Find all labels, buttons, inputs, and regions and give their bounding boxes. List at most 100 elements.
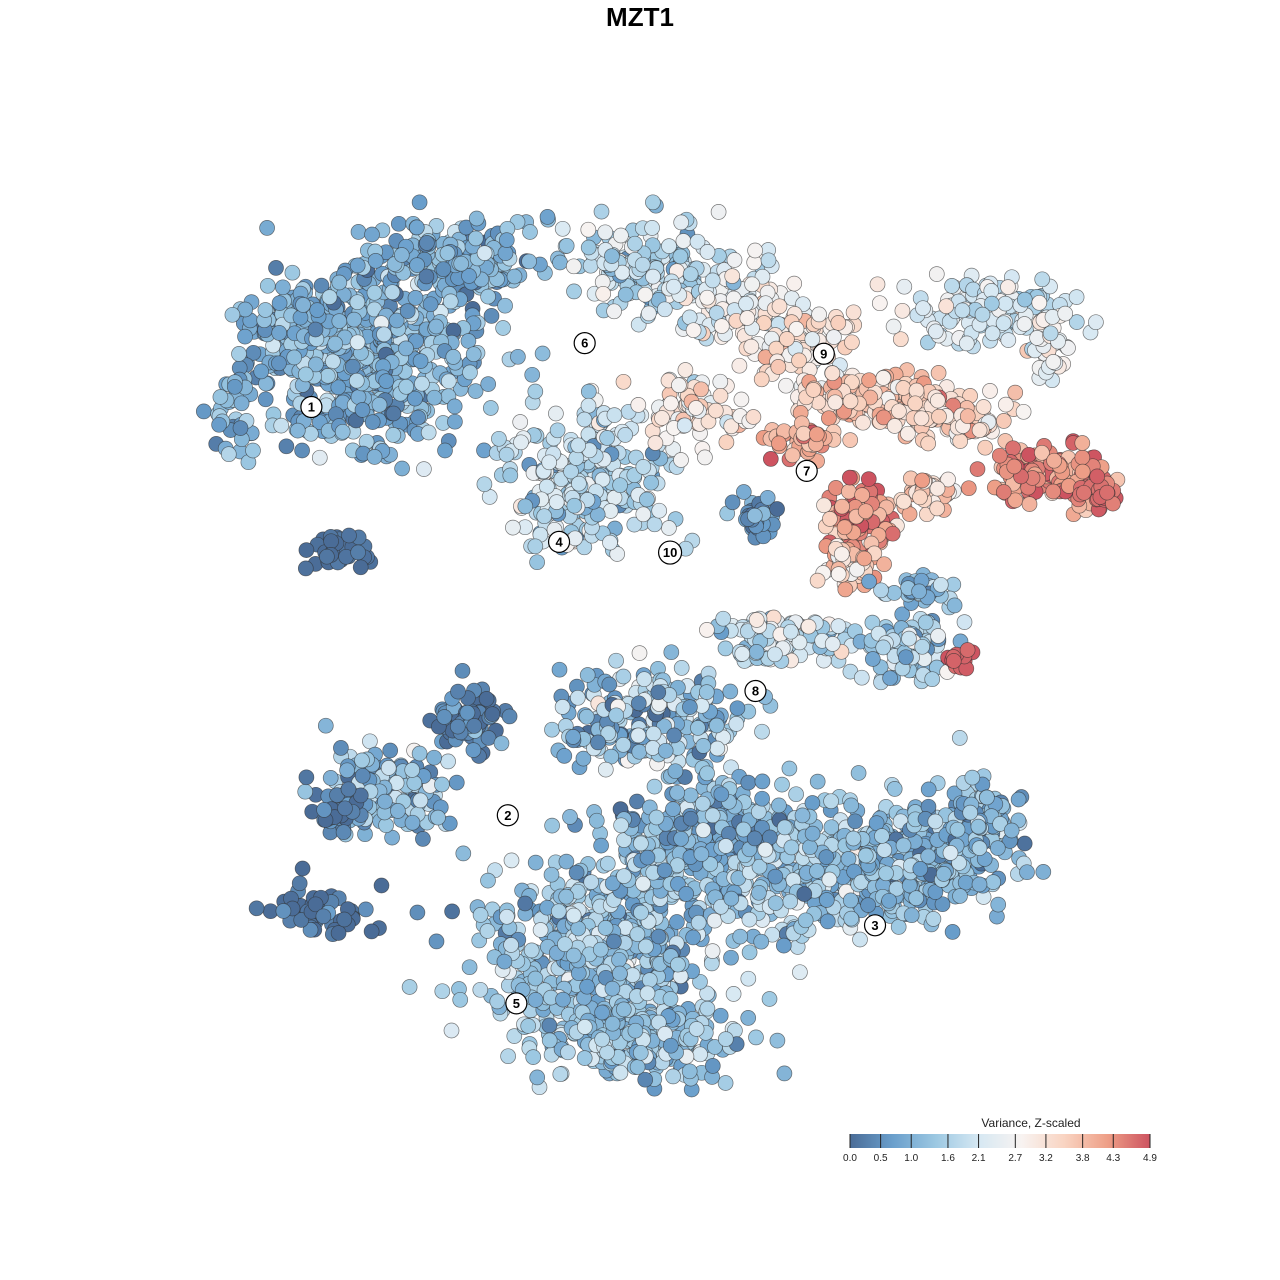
cell-point (875, 370, 892, 386)
cell-point (808, 426, 825, 443)
cell-point (631, 645, 648, 661)
cell-point (592, 941, 609, 958)
cell-point (499, 908, 515, 925)
cell-point (376, 326, 392, 343)
cell-point (420, 424, 437, 441)
cell-point (422, 296, 439, 313)
cell-point (529, 554, 545, 571)
cell-point (398, 378, 415, 395)
cell-point (885, 318, 902, 335)
cell-point (336, 911, 353, 928)
cell-point (920, 435, 937, 452)
cell-point (298, 542, 315, 558)
cell-point (443, 1022, 460, 1039)
cell-point (821, 410, 837, 427)
cell-point (245, 442, 261, 459)
cell-point (786, 275, 803, 292)
cell-point (704, 272, 721, 289)
cell-point (322, 770, 339, 786)
cell-point (613, 817, 629, 834)
cell-point (710, 204, 727, 220)
cell-point (930, 628, 946, 644)
cell-point (1074, 435, 1091, 451)
cell-point (630, 727, 647, 744)
cell-point (725, 986, 742, 1002)
cell-point (580, 383, 597, 400)
cell-point (576, 411, 593, 428)
cell-point (271, 325, 288, 341)
cell-point (259, 220, 275, 236)
cell-point (845, 304, 862, 321)
cell-point (298, 769, 315, 786)
cell-point (819, 913, 836, 930)
cell-point (259, 277, 276, 294)
cell-point (606, 933, 622, 950)
cell-point (350, 224, 367, 240)
cell-point (565, 947, 582, 964)
cell-point (554, 699, 571, 715)
cell-point (821, 871, 838, 888)
cell-point (864, 651, 881, 667)
cell-point (503, 852, 520, 869)
cell-point (713, 786, 730, 803)
cell-point (483, 308, 500, 324)
cell-point (472, 907, 489, 923)
cell-point (971, 422, 988, 439)
cell-point (412, 353, 429, 369)
cell-point (437, 442, 453, 459)
cell-point (667, 763, 684, 780)
cell-point (743, 338, 760, 355)
cell-point (313, 277, 330, 294)
cell-point (599, 430, 615, 446)
cell-point (632, 1044, 649, 1061)
cell-point (484, 706, 501, 722)
cell-point (698, 684, 715, 700)
cell-point (612, 1064, 629, 1081)
cell-point (409, 904, 426, 921)
cell-point (226, 378, 243, 395)
cell-point (525, 1049, 542, 1065)
cell-point (615, 736, 632, 753)
cell-point (944, 278, 960, 294)
cell-point (478, 691, 495, 707)
cell-point (419, 235, 435, 251)
cell-point (476, 476, 493, 493)
cell-point (836, 519, 853, 536)
cell-point (853, 669, 870, 686)
cell-point (497, 245, 514, 262)
cell-point (928, 266, 945, 282)
cell-point (699, 289, 716, 306)
cell-point (778, 377, 794, 394)
cell-point (517, 498, 534, 515)
cell-point (489, 993, 506, 1010)
cell-point (466, 718, 483, 734)
cell-point (734, 646, 751, 662)
cell-point (682, 810, 699, 827)
cell-point (663, 395, 679, 412)
cell-point (555, 991, 571, 1008)
cell-point (956, 614, 973, 630)
cell-point (536, 508, 553, 525)
cell-point (334, 423, 351, 440)
cell-point (841, 483, 857, 500)
cell-point (390, 803, 406, 819)
cell-point (841, 469, 858, 486)
cell-point (349, 294, 366, 311)
cell-point (818, 849, 835, 865)
cell-point (1015, 403, 1032, 420)
cell-point (601, 676, 618, 693)
cell-point (891, 403, 907, 420)
cell-point (672, 248, 689, 265)
cell-point (627, 235, 643, 252)
cell-point (797, 912, 814, 929)
cell-point (1042, 325, 1059, 342)
cell-point (608, 652, 624, 669)
cell-point (715, 610, 732, 627)
cell-point (352, 559, 369, 576)
cell-point (297, 366, 314, 383)
cell-point (303, 425, 319, 442)
cell-point (520, 1018, 537, 1034)
cell-point (767, 895, 784, 911)
cell-point (480, 376, 497, 392)
cell-point (1029, 330, 1045, 346)
